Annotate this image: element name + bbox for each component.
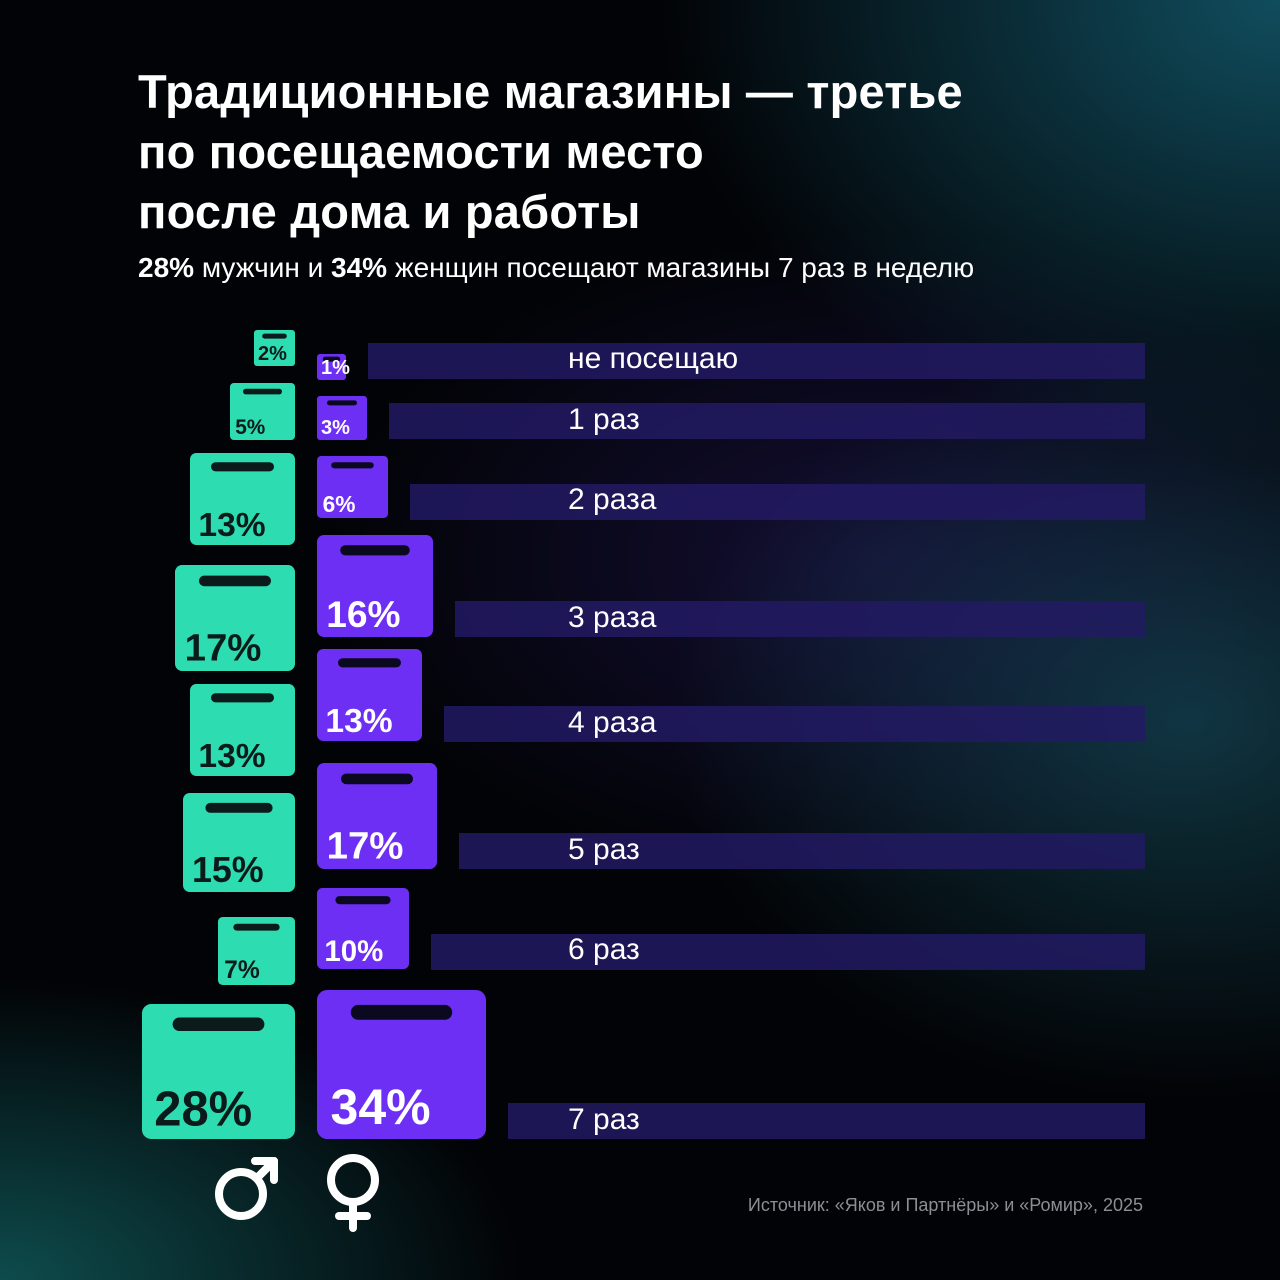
women-value-label: 1% [321, 357, 350, 379]
women-box-handle [340, 545, 410, 556]
men-box [175, 565, 295, 671]
row-bar [459, 833, 1145, 869]
men-box-handle [243, 388, 282, 395]
men-value-label: 5% [235, 416, 265, 439]
men-box [190, 453, 295, 545]
row-bar [444, 706, 1145, 742]
men-box-handle [199, 575, 271, 587]
women-box-handle [327, 400, 357, 406]
row-label: 4 раза [568, 706, 657, 739]
title-line: после дома и работы [138, 185, 641, 238]
row-label: 7 раз [568, 1103, 640, 1136]
subtitle-text-1: мужчин и [194, 252, 332, 283]
men-value-label: 2% [258, 343, 287, 365]
men-value-label: 13% [198, 507, 265, 544]
men-box-handle [262, 333, 287, 339]
women-box-handle [322, 356, 341, 362]
women-box [317, 396, 367, 440]
row-label: 6 раз [568, 933, 640, 966]
subtitle-women-pct: 34% [331, 252, 388, 283]
row-bar [508, 1103, 1145, 1139]
women-box-handle [341, 773, 413, 785]
men-box-handle [205, 802, 273, 813]
title-line: по посещаемости место [138, 125, 704, 178]
row-bar [410, 484, 1145, 520]
row-label: не посещаю [568, 342, 738, 375]
men-box [254, 330, 295, 366]
men-box [142, 1004, 295, 1139]
row-label: 1 раз [568, 403, 640, 436]
women-box [317, 456, 388, 518]
women-box [317, 990, 486, 1139]
women-box [317, 888, 409, 969]
men-value-label: 7% [224, 957, 260, 984]
women-box-handle [350, 1004, 453, 1020]
women-value-label: 34% [331, 1079, 431, 1135]
source-note: Источник: «Яков и Партнёры» и «Ромир», 2… [747, 1195, 1143, 1215]
row-bar [455, 601, 1145, 637]
subtitle-men-pct: 28% [138, 252, 195, 283]
male-symbol-icon [215, 1157, 278, 1220]
row-bar [389, 403, 1145, 439]
men-box [190, 684, 295, 776]
subtitle: 28% мужчин и 34% женщин посещают магазин… [138, 250, 974, 286]
women-value-label: 16% [326, 593, 400, 635]
men-box [230, 383, 295, 440]
women-value-label: 6% [323, 491, 356, 517]
men-value-label: 15% [192, 850, 264, 890]
women-value-label: 10% [324, 935, 383, 968]
women-value-label: 17% [327, 824, 404, 867]
men-box [218, 917, 295, 985]
row-label: 2 раза [568, 483, 657, 516]
women-value-label: 3% [321, 417, 350, 439]
women-box-handle [335, 896, 391, 905]
men-box-handle [211, 462, 274, 472]
men-box-handle [172, 1017, 265, 1031]
women-box [317, 763, 437, 869]
women-box-handle [338, 658, 401, 668]
men-box-handle [211, 693, 274, 703]
women-box-handle [331, 462, 374, 469]
men-value-label: 17% [185, 626, 262, 669]
female-symbol-icon [327, 1154, 379, 1232]
women-box [317, 535, 433, 637]
row-label: 5 раз [568, 833, 640, 866]
men-box-handle [233, 923, 280, 931]
subtitle-text-2: женщин посещают магазины 7 раз в неделю [387, 252, 975, 283]
row-label: 3 раза [568, 601, 657, 634]
page-title: Традиционные магазины — третье по посеща… [138, 62, 1038, 242]
men-box [183, 793, 295, 892]
women-value-label: 13% [325, 703, 392, 740]
women-box [317, 649, 422, 741]
title-line: Традиционные магазины — третье [138, 65, 963, 118]
row-bar [368, 343, 1145, 379]
row-bar [431, 934, 1145, 970]
men-value-label: 28% [154, 1083, 252, 1137]
men-value-label: 13% [198, 738, 265, 775]
